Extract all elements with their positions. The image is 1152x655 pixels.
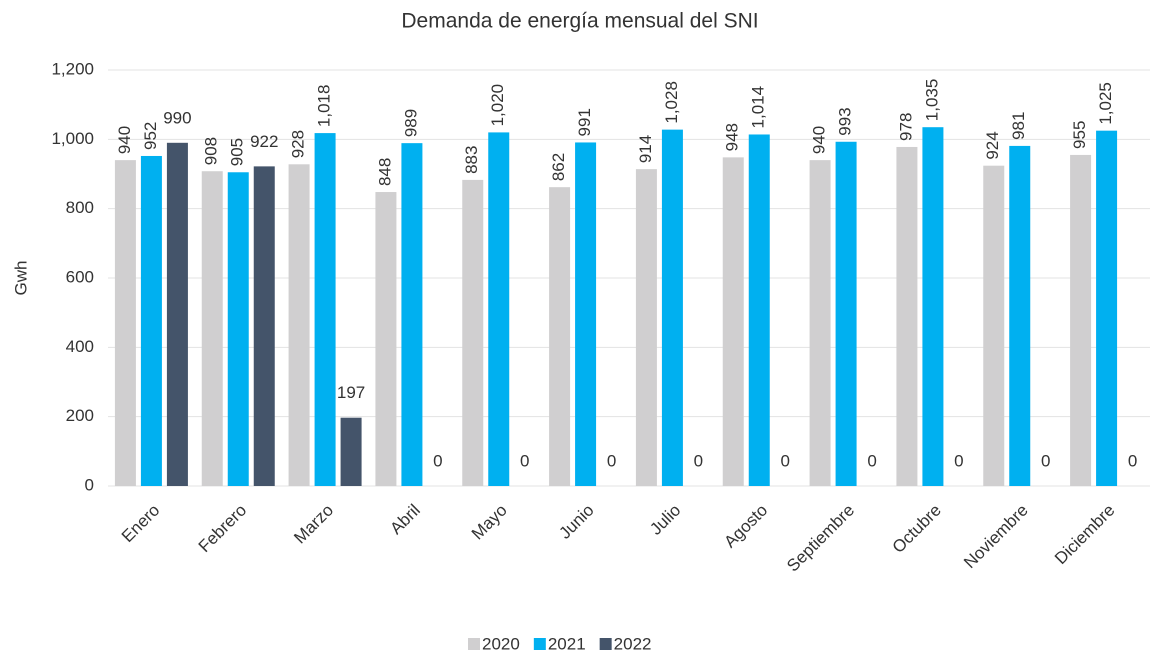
data-label: 197 — [337, 383, 365, 402]
data-label: 990 — [163, 108, 191, 127]
bar — [549, 187, 571, 486]
bar — [227, 172, 249, 486]
bar — [201, 171, 223, 486]
bar — [166, 142, 188, 487]
data-label: 955 — [1070, 121, 1089, 149]
y-axis-label: Gwh — [11, 261, 30, 296]
data-label: 0 — [433, 451, 442, 470]
data-label: 0 — [1128, 451, 1137, 470]
data-label: 922 — [250, 132, 278, 151]
x-tick-label: Febrero — [195, 501, 251, 557]
chart-title: Demanda de energía mensual del SNI — [401, 10, 758, 33]
bar — [835, 141, 857, 486]
x-tick-label: Septiembre — [783, 501, 858, 576]
data-label: 940 — [115, 126, 134, 154]
data-label: 0 — [867, 451, 876, 470]
bar — [288, 164, 310, 486]
legend-label: 2021 — [548, 634, 586, 653]
data-label: 940 — [810, 126, 829, 154]
bar — [983, 165, 1005, 486]
bar — [114, 160, 136, 486]
x-tick-label: Enero — [118, 501, 164, 547]
data-label: 0 — [1041, 451, 1050, 470]
legend-swatch — [468, 638, 480, 650]
data-label: 993 — [836, 107, 855, 135]
bar — [253, 166, 275, 486]
data-label: 1,018 — [315, 85, 334, 128]
x-tick-label: Julio — [646, 501, 684, 539]
data-label: 1,025 — [1096, 82, 1115, 125]
bar — [488, 132, 510, 486]
data-label: 1,020 — [488, 84, 507, 127]
bar — [140, 155, 162, 486]
y-tick-label: 0 — [85, 475, 94, 494]
data-label: 1,035 — [922, 79, 941, 122]
data-label: 0 — [781, 451, 790, 470]
bar — [375, 192, 397, 486]
data-label: 978 — [896, 113, 915, 141]
data-label: 928 — [289, 130, 308, 158]
data-label: 981 — [1009, 112, 1028, 140]
bar — [314, 133, 336, 487]
y-tick-label: 1,000 — [51, 129, 94, 148]
x-tick-label: Diciembre — [1051, 501, 1119, 569]
bar — [340, 417, 362, 486]
bar — [722, 157, 744, 487]
data-label: 848 — [375, 158, 394, 186]
data-label: 989 — [401, 109, 420, 137]
legend-swatch — [599, 638, 612, 650]
data-label: 0 — [607, 451, 616, 470]
bar — [1070, 154, 1092, 486]
legend-label: 2020 — [482, 634, 520, 653]
bar — [575, 142, 597, 486]
bar — [1009, 145, 1031, 487]
data-label: 991 — [575, 108, 594, 136]
x-tick-label: Marzo — [290, 501, 337, 548]
bar — [401, 143, 423, 486]
y-tick-label: 800 — [66, 198, 94, 217]
data-label: 952 — [141, 122, 160, 150]
bar — [748, 134, 770, 487]
data-label: 883 — [462, 146, 481, 174]
y-tick-label: 600 — [66, 267, 94, 286]
data-label: 0 — [694, 451, 703, 470]
bar — [896, 146, 918, 486]
data-label: 948 — [723, 123, 742, 151]
bar — [661, 129, 683, 487]
legend-label: 2022 — [614, 634, 652, 653]
bar — [462, 179, 484, 487]
data-label: 924 — [983, 131, 1002, 159]
bar — [635, 169, 657, 486]
data-label: 0 — [520, 451, 529, 470]
bar — [922, 127, 944, 486]
x-tick-label: Agosto — [720, 501, 771, 552]
data-label: 908 — [202, 137, 221, 165]
x-tick-label: Octubre — [889, 501, 945, 557]
y-tick-label: 1,200 — [51, 59, 94, 78]
x-tick-label: Junio — [555, 501, 597, 543]
legend-swatch — [533, 638, 546, 650]
y-tick-label: 200 — [66, 406, 94, 425]
data-label: 1,014 — [749, 86, 768, 129]
data-label: 905 — [228, 138, 247, 166]
bar — [809, 160, 831, 486]
x-tick-label: Abril — [386, 501, 423, 538]
data-label: 862 — [549, 153, 568, 181]
data-label: 0 — [954, 451, 963, 470]
x-tick-label: Noviembre — [960, 501, 1032, 573]
x-tick-label: Mayo — [468, 501, 511, 544]
y-tick-label: 400 — [66, 337, 94, 356]
data-label: 1,028 — [662, 81, 681, 124]
bar — [1096, 130, 1118, 486]
data-label: 914 — [636, 135, 655, 163]
